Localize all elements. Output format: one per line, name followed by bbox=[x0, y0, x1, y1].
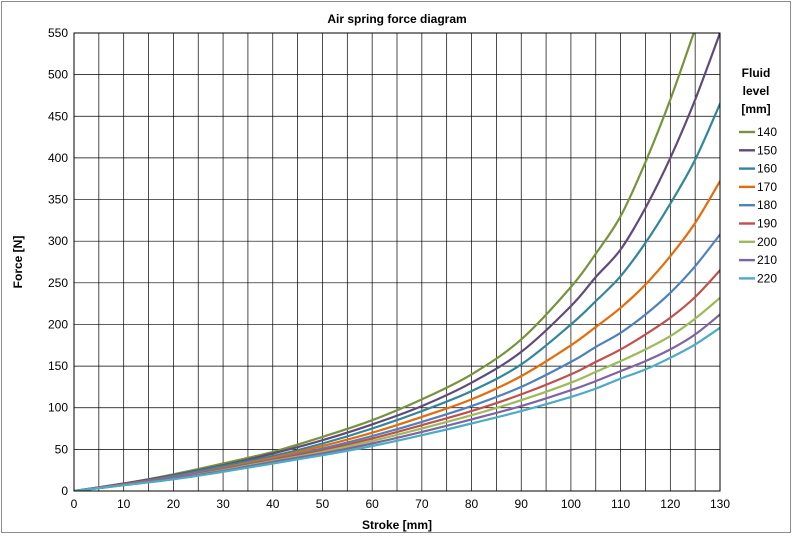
x-tick-label: 100 bbox=[561, 497, 581, 511]
x-tick-label: 80 bbox=[465, 497, 479, 511]
y-tick-label: 400 bbox=[48, 151, 68, 165]
series-lines bbox=[74, 33, 720, 491]
legend-label-150: 150 bbox=[757, 143, 777, 157]
y-tick-label: 0 bbox=[61, 484, 68, 498]
x-axis-label: Stroke [mm] bbox=[362, 518, 432, 532]
x-tick-label: 40 bbox=[266, 497, 280, 511]
plot-border bbox=[73, 32, 721, 492]
y-axis-label: Force [N] bbox=[11, 236, 25, 289]
y-tick-label: 100 bbox=[48, 401, 68, 415]
chart-title: Air spring force diagram bbox=[327, 12, 466, 26]
x-tick-label: 10 bbox=[117, 497, 131, 511]
y-tick-label: 150 bbox=[48, 359, 68, 373]
legend-title-line-3: [mm] bbox=[741, 102, 770, 116]
legend: Fluid level [mm] 140 150 160 170 180 190 200 21… bbox=[739, 66, 777, 285]
legend-entries: 140 150 160 170 180 190 200 210 220 bbox=[739, 125, 777, 285]
y-tick-label: 550 bbox=[48, 26, 68, 40]
y-tick-label: 250 bbox=[48, 276, 68, 290]
x-tick-label: 50 bbox=[316, 497, 330, 511]
x-tick-label: 130 bbox=[710, 497, 730, 511]
y-tick-label: 50 bbox=[55, 442, 69, 456]
y-tick-label: 300 bbox=[48, 234, 68, 248]
legend-label-160: 160 bbox=[757, 162, 777, 176]
x-tick-label: 0 bbox=[71, 497, 78, 511]
legend-label-170: 170 bbox=[757, 180, 777, 194]
legend-title-line-1: Fluid bbox=[742, 66, 771, 80]
legend-label-210: 210 bbox=[757, 253, 777, 267]
x-tick-label: 70 bbox=[415, 497, 429, 511]
legend-label-220: 220 bbox=[757, 271, 777, 285]
series-line-140 bbox=[74, 33, 695, 491]
legend-label-180: 180 bbox=[757, 198, 777, 212]
legend-label-190: 190 bbox=[757, 217, 777, 231]
x-tick-label: 90 bbox=[515, 497, 529, 511]
x-tick-label: 110 bbox=[611, 497, 630, 511]
series-line-220 bbox=[74, 326, 720, 491]
y-tick-label: 350 bbox=[48, 193, 68, 207]
y-tick-label: 200 bbox=[48, 317, 68, 331]
x-tick-label: 60 bbox=[365, 497, 379, 511]
legend-title-line-2: level bbox=[743, 84, 770, 98]
x-tick-label: 20 bbox=[167, 497, 181, 511]
legend-label-200: 200 bbox=[757, 235, 777, 249]
legend-label-140: 140 bbox=[757, 125, 777, 139]
x-tick-label: 30 bbox=[216, 497, 230, 511]
y-tick-label: 500 bbox=[48, 68, 68, 82]
x-tick-label: 120 bbox=[660, 497, 680, 511]
series-line-160 bbox=[74, 102, 720, 491]
y-tick-labels: 0 50 100 150 200 250 300 350 400 450 500 550 bbox=[48, 26, 68, 498]
y-tick-label: 450 bbox=[48, 109, 68, 123]
x-tick-labels: 0 10 20 30 40 50 60 70 80 90 100 110 120 130 bbox=[71, 497, 731, 511]
grid bbox=[74, 33, 720, 491]
